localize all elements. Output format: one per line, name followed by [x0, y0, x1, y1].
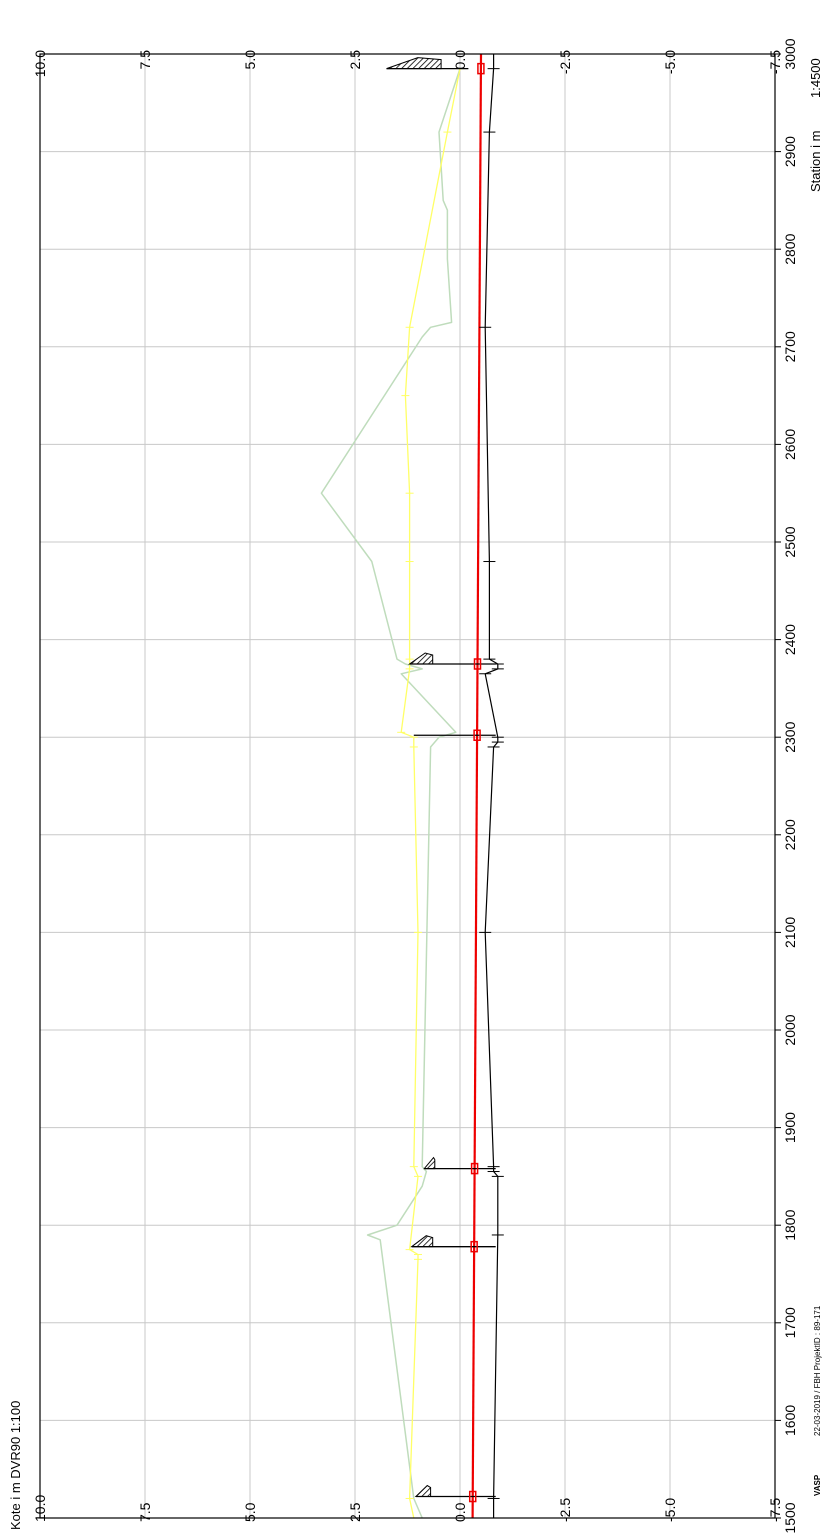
structure-hatch — [414, 1484, 432, 1498]
structure-hatch — [423, 1156, 436, 1170]
x-tick-label: 1800 — [782, 1209, 798, 1240]
red-marker — [473, 729, 481, 741]
structures-group — [386, 57, 496, 1503]
y-axis-ticks: 10.0 10.0 7.5 7.5 5.0 5.0 2.5 2.5 0.0 0.0 -2.5 -2.5… — [32, 50, 783, 1522]
series-line-terrain — [320, 68, 461, 1519]
x-tick-label: 2000 — [782, 1014, 798, 1045]
structure-hatch — [410, 1235, 434, 1248]
y-tick-label-bottom: 7.5 — [137, 1502, 153, 1522]
structure-hatch — [408, 652, 434, 665]
series-line-yellow — [400, 68, 461, 1519]
x-tick-label: 2200 — [782, 819, 798, 850]
y-tick-label-top: 10.0 — [32, 50, 48, 77]
x-tick-label: 2500 — [782, 526, 798, 557]
x-tick-label: 2800 — [782, 233, 798, 264]
x-tick-label: 1500 — [782, 1502, 798, 1533]
footer-logo: VASP — [813, 1474, 822, 1496]
x-tick-label: 2900 — [782, 136, 798, 167]
x-tick-label: 2600 — [782, 429, 798, 460]
series-line-red — [471, 53, 483, 1519]
series-group — [320, 53, 504, 1519]
y-tick-label-top: -5.0 — [662, 50, 678, 74]
x-tick-label: 2100 — [782, 917, 798, 948]
x-tick-label: 1600 — [782, 1405, 798, 1436]
x-tick-label: 2400 — [782, 624, 798, 655]
x-axis-title: Station i m — [808, 131, 823, 192]
y-tick-label-top: -7.5 — [767, 50, 783, 74]
plot-frame — [39, 53, 776, 1519]
red-marker — [477, 62, 485, 75]
y-tick-label-bottom: 2.5 — [347, 1502, 363, 1522]
x-tick-label: 1900 — [782, 1112, 798, 1143]
footer-project: 22-03-2019 / FBH ProjektID : 89-171 — [813, 1305, 822, 1436]
red-marker — [473, 658, 482, 670]
y-tick-label-bottom: -5.0 — [662, 1498, 678, 1522]
y-tick-label-bottom: -7.5 — [767, 1498, 783, 1522]
y-tick-label-top: 7.5 — [137, 50, 153, 70]
y-tick-label-bottom: 5.0 — [242, 1502, 258, 1522]
y-tick-label-bottom: -2.5 — [557, 1498, 573, 1522]
y-tick-label-bottom: 10.0 — [32, 1495, 48, 1522]
x-tick-label: 1700 — [782, 1307, 798, 1338]
structure-hatch — [386, 57, 442, 70]
y-tick-label-top: 5.0 — [242, 50, 258, 70]
red-marker — [470, 1162, 479, 1175]
x-tick-label: 3000 — [782, 38, 798, 69]
y-tick-label-top: 2.5 — [347, 50, 363, 70]
y-tick-label-bottom: 0.0 — [452, 1502, 468, 1522]
series-line-bottom — [484, 54, 499, 1518]
red-marker — [470, 1240, 478, 1253]
y-tick-label-top: -2.5 — [557, 50, 573, 74]
y-axis-title: Kote i m DVR90 1:100 — [8, 1401, 23, 1530]
red-marker — [468, 1490, 477, 1503]
y-tick-label-top: 0.0 — [452, 50, 468, 70]
x-tick-label: 2300 — [782, 721, 798, 752]
x-tick-label: 2700 — [782, 331, 798, 362]
grid — [39, 53, 776, 1519]
x-axis-ticks: 1500 1600 1700 1800 1900 2000 2100 2200 2300 2400… — [775, 38, 798, 1533]
x-axis-scale: 1:4500 — [808, 58, 823, 98]
